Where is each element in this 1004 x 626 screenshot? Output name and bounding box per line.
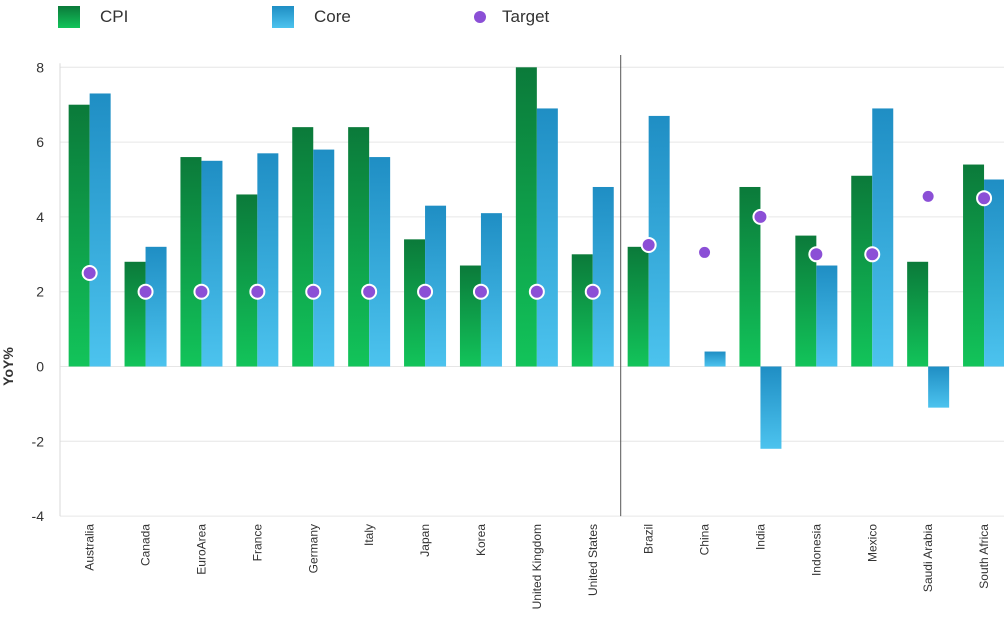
legend-cpi-label: CPI [100,7,129,26]
cpi-bar [795,235,817,367]
core-bar [480,213,502,367]
cpi-bar [459,265,481,367]
x-axis-labels: Australia Canada EuroArea France Germany Ital… [83,524,991,610]
x-tick-label: Italy [362,524,376,546]
core-bar [145,246,167,367]
x-tick-label: France [250,524,264,562]
legend-target-label: Target [502,7,550,26]
legend-item-target: Target [474,4,549,30]
cpi-bar [571,254,593,367]
target-marker [528,283,545,300]
x-tick-label: South Africa [977,524,991,589]
y-axis: -4 -2 0 2 4 6 8 [32,59,61,524]
target-markers [81,190,993,300]
cpi-bar [68,104,90,367]
x-tick-label: United States [586,524,600,596]
cpi-bar [404,239,426,367]
core-bar [984,179,1004,367]
x-tick-label: Germany [306,524,320,573]
cpi-bar [627,246,649,367]
target-marker-swatch [474,11,486,23]
target-marker [361,283,378,300]
x-tick-label: Australia [83,524,97,571]
x-tick-label: Saudi Arabia [921,524,935,592]
x-tick-label: India [753,524,767,550]
y-tick-label: 0 [36,359,44,375]
core-bar [872,108,894,367]
target-marker [699,246,711,258]
y-axis-label: YoY% [0,347,16,386]
y-tick-label: -2 [32,433,45,449]
cpi-bar [236,194,258,367]
legend: CPI Core Target [0,4,1004,30]
legend-core-label: Core [314,7,351,26]
core-bar [257,153,279,367]
x-tick-label: Japan [418,524,432,557]
legend-item-core: Core [272,4,351,30]
legend-item-cpi: CPI [58,4,128,30]
core-bar [704,351,726,367]
y-tick-label: 8 [36,59,44,75]
target-marker [864,246,881,263]
core-bar [313,149,335,367]
target-marker [584,283,601,300]
cpi-bar [515,67,537,367]
target-marker [249,283,266,300]
x-tick-label: Brazil [642,524,656,554]
cpi-swatch [58,6,80,28]
target-marker [752,208,769,225]
x-tick-label: United Kingdom [530,524,544,609]
core-bar [592,186,614,367]
core-bar [536,108,558,367]
target-marker [137,283,154,300]
target-marker [976,190,993,207]
y-tick-label: -4 [32,508,45,524]
core-bar [369,157,391,367]
target-marker [305,283,322,300]
x-tick-label: EuroArea [194,524,208,575]
cpi-bar [851,175,873,367]
target-marker [808,246,825,263]
x-tick-label: Mexico [865,524,879,562]
core-bar [760,366,782,449]
core-swatch [272,6,294,28]
x-tick-label: Indonesia [809,524,823,576]
y-tick-label: 6 [36,134,44,150]
target-marker [417,283,434,300]
target-marker [472,283,489,300]
cpi-bar [180,157,202,367]
cpi-bar [292,127,314,367]
bars [68,67,1004,449]
cpi-bar [348,127,370,367]
cpi-bar [963,164,985,367]
target-marker [193,283,210,300]
cpi-bar [124,261,146,367]
cpi-bar [907,261,929,367]
core-bar [648,115,670,367]
target-marker [640,236,657,253]
x-tick-label: Canada [139,524,153,566]
core-bar [201,160,223,367]
y-tick-label: 2 [36,284,44,300]
target-marker [922,190,934,202]
target-marker [81,265,98,281]
core-bar [89,93,111,367]
core-bar [425,205,447,367]
x-tick-label: China [698,524,712,556]
x-tick-label: Korea [474,524,488,556]
core-bar [928,366,950,408]
core-bar [816,265,838,367]
cpi-bar [739,186,761,367]
y-tick-label: 4 [36,209,44,225]
